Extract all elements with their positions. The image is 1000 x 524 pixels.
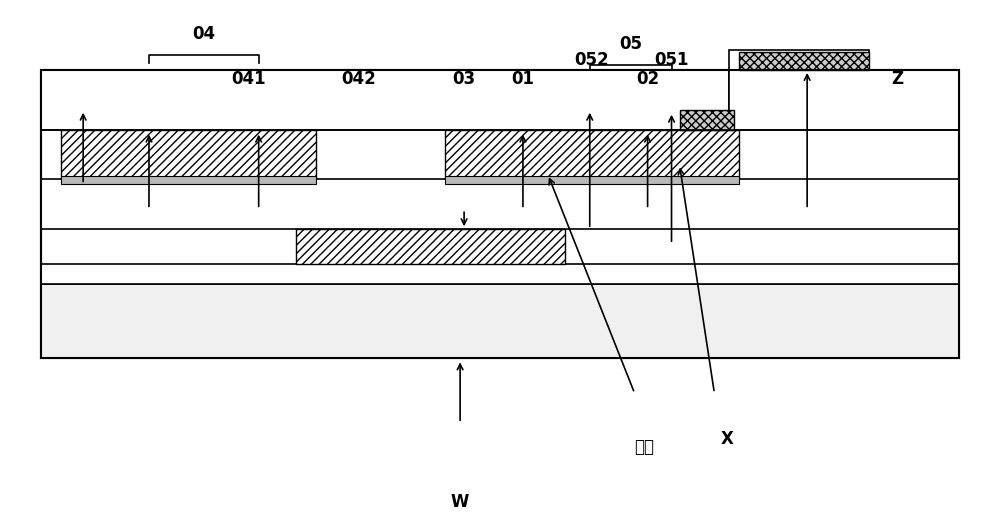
Bar [445, 177, 739, 184]
Bar [41, 179, 959, 229]
Bar [41, 264, 959, 284]
Bar [41, 70, 959, 358]
Text: 051: 051 [654, 51, 689, 69]
Text: 04: 04 [192, 25, 215, 43]
Bar [729, 70, 959, 130]
Text: 05: 05 [619, 35, 642, 53]
Text: 03: 03 [453, 70, 476, 88]
Bar [61, 177, 316, 184]
Bar [445, 130, 739, 179]
Text: 052: 052 [574, 51, 609, 69]
Bar [729, 50, 869, 70]
Bar [41, 70, 729, 130]
Text: Y: Y [77, 149, 89, 167]
Text: Z: Z [891, 70, 903, 88]
Text: 042: 042 [341, 70, 376, 88]
Text: X: X [721, 430, 734, 448]
Bar [739, 52, 869, 70]
Text: 02: 02 [636, 70, 659, 88]
Text: 041: 041 [231, 70, 266, 88]
Bar [680, 110, 734, 130]
Bar [296, 229, 565, 264]
Text: 01: 01 [511, 70, 534, 88]
Text: W: W [451, 493, 469, 511]
Bar [61, 130, 316, 179]
Bar [41, 70, 959, 358]
Text: 光线: 光线 [635, 438, 655, 456]
Bar [41, 284, 959, 358]
